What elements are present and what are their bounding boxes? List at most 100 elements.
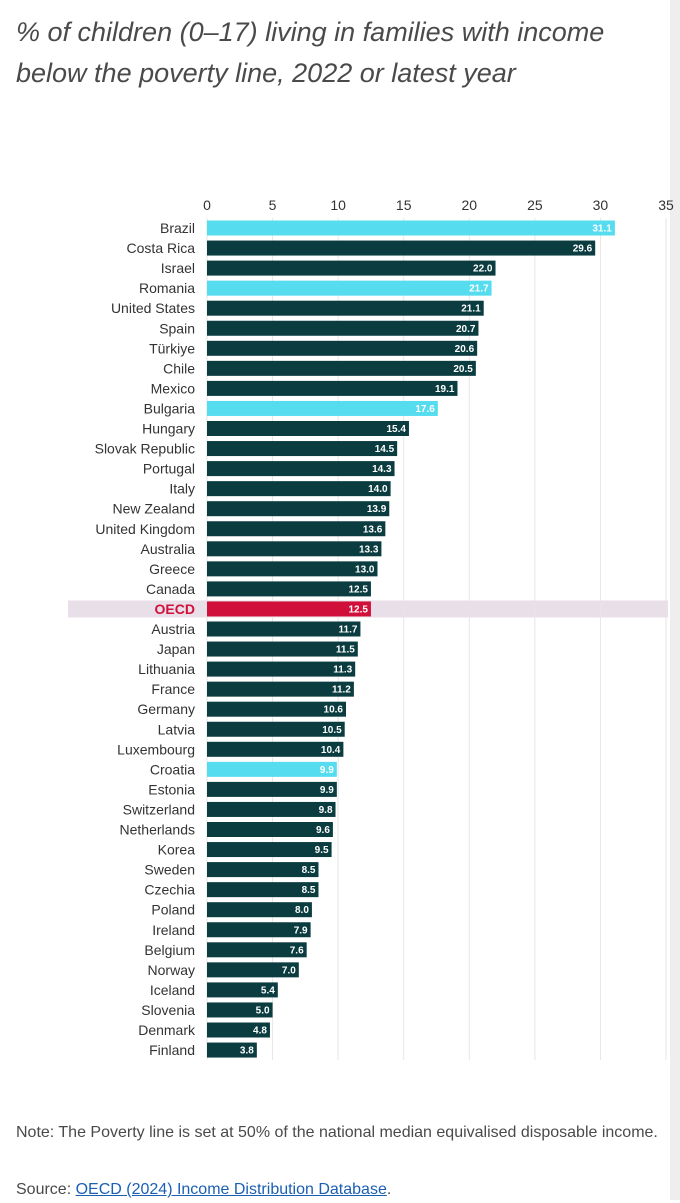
category-label: Czechia (144, 882, 195, 898)
category-label: Portugal (143, 461, 195, 477)
value-label: 14.5 (375, 444, 395, 455)
category-label: Türkiye (149, 340, 195, 356)
bar (207, 741, 344, 757)
category-label: Austria (151, 621, 195, 637)
bar (207, 902, 312, 918)
bar (207, 240, 596, 256)
value-label: 7.6 (290, 945, 304, 956)
value-label: 8.5 (302, 865, 316, 876)
bar (207, 1022, 270, 1038)
bar (207, 721, 345, 737)
value-label: 22.0 (473, 264, 493, 275)
bar (207, 380, 458, 396)
category-label: Greece (149, 561, 195, 577)
bar (207, 781, 337, 797)
category-label: Sweden (144, 862, 195, 878)
value-label: 11.7 (339, 625, 358, 636)
category-label: Hungary (142, 421, 195, 437)
source-prefix: Source: (16, 1181, 76, 1198)
category-label: Romania (139, 280, 195, 296)
bar (207, 922, 311, 938)
value-label: 13.0 (355, 564, 375, 575)
value-label: 3.8 (240, 1046, 254, 1057)
bar (207, 862, 319, 878)
chart-source: Source: OECD (2024) Income Distribution … (16, 1177, 391, 1203)
bar (207, 220, 615, 236)
bar (207, 761, 337, 777)
bar (207, 601, 371, 617)
poverty-bar-chart: 0 5 10 15 20 25 30 35 Brazil 31.1 Costa Rica 29.6 Is… (68, 197, 674, 1061)
value-label: 4.8 (253, 1026, 267, 1037)
bar (207, 280, 492, 296)
category-label: Mexico (151, 380, 196, 396)
value-label: 10.4 (321, 745, 341, 756)
bar (207, 501, 390, 517)
bar (207, 942, 307, 958)
value-label: 19.1 (435, 384, 455, 395)
category-label: Israel (161, 260, 195, 276)
category-label: Luxembourg (117, 741, 195, 757)
category-label: Netherlands (120, 822, 196, 838)
bar (207, 681, 354, 697)
x-tick-label: 35 (658, 197, 674, 213)
value-label: 9.9 (320, 765, 334, 776)
value-label: 29.6 (573, 244, 593, 255)
value-label: 9.5 (315, 845, 329, 856)
x-tick-label: 0 (203, 197, 211, 213)
bar (207, 521, 386, 537)
category-label: Denmark (138, 1022, 196, 1038)
category-label: Canada (146, 581, 195, 597)
category-label: Switzerland (123, 801, 195, 817)
value-label: 11.5 (336, 645, 355, 656)
value-label: 17.6 (415, 404, 435, 415)
source-suffix: . (386, 1181, 392, 1198)
category-label: Bulgaria (144, 400, 196, 416)
value-label: 5.0 (256, 1005, 270, 1016)
value-label: 8.0 (295, 905, 309, 916)
value-label: 11.3 (333, 665, 352, 676)
value-label: 13.9 (367, 504, 387, 515)
bar (207, 441, 398, 457)
category-label: Lithuania (138, 661, 195, 677)
category-label: Poland (151, 902, 195, 918)
value-label: 11.2 (332, 685, 351, 696)
value-label: 12.5 (348, 604, 368, 615)
bar (207, 962, 299, 978)
x-tick-label: 30 (593, 197, 609, 213)
category-label: France (151, 681, 195, 697)
value-label: 20.6 (455, 344, 475, 355)
value-label: 21.7 (469, 284, 489, 295)
category-label: Italy (169, 481, 195, 497)
value-label: 7.0 (282, 965, 296, 976)
bar (207, 882, 319, 898)
value-label: 21.1 (461, 304, 481, 315)
bar (207, 461, 395, 477)
page-right-rail (670, 0, 680, 1200)
source-link[interactable]: OECD (2024) Income Distribution Database (75, 1181, 387, 1198)
category-label: Costa Rica (127, 240, 196, 256)
bar (207, 541, 382, 557)
bar (207, 661, 356, 677)
value-label: 10.6 (324, 705, 344, 716)
x-tick-label: 10 (330, 197, 346, 213)
value-label: 10.5 (322, 725, 342, 736)
bar (207, 320, 479, 336)
bar (207, 400, 438, 416)
bar (207, 701, 347, 717)
value-label: 12.5 (348, 584, 368, 595)
category-label: Germany (137, 701, 195, 717)
x-tick-label: 15 (396, 197, 412, 213)
bar (207, 621, 361, 637)
category-label: Korea (158, 842, 196, 858)
value-label: 13.6 (363, 524, 383, 535)
category-label: Brazil (160, 220, 195, 236)
bar (207, 481, 391, 497)
category-label: Slovenia (141, 1002, 195, 1018)
category-label: United Kingdom (95, 521, 195, 537)
bar (207, 340, 478, 356)
category-label: New Zealand (113, 501, 196, 517)
category-label: Japan (157, 641, 195, 657)
value-label: 8.5 (302, 885, 316, 896)
x-tick-label: 5 (269, 197, 277, 213)
category-label: OECD (155, 601, 195, 617)
